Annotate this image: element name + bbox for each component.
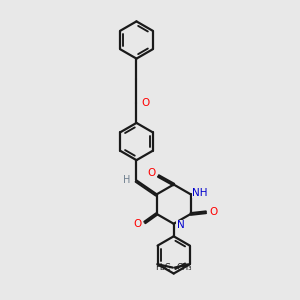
Text: H₃C: H₃C — [155, 263, 170, 272]
Text: O: O — [142, 98, 150, 108]
Text: O: O — [209, 207, 218, 217]
Text: H: H — [123, 176, 130, 185]
Text: N: N — [177, 220, 184, 230]
Text: NH: NH — [192, 188, 208, 198]
Text: CH₃: CH₃ — [177, 263, 192, 272]
Text: O: O — [147, 168, 155, 178]
Text: O: O — [133, 219, 142, 229]
